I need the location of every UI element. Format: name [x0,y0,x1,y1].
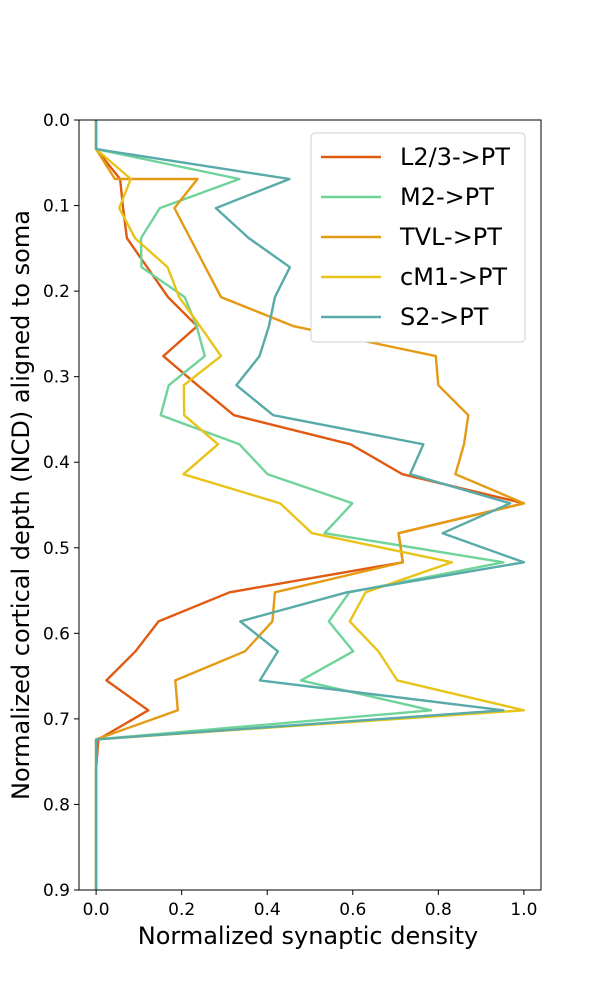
x-tick-label: 0.6 [339,900,366,920]
series-line-2 [94,120,526,890]
x-tick-label: 0.2 [168,900,195,920]
y-tick-label: 0.2 [43,282,70,302]
legend-label-1: M2->PT [400,183,494,211]
x-axis-title: Normalized synaptic density [138,922,479,950]
y-tick-label: 0.1 [43,197,70,217]
y-axis-ticks: 0.0 0.1 0.2 0.3 0.4 0.5 0.6 0.7 0.8 0.9 [43,111,79,901]
series-line-1 [94,120,505,890]
series-line-4 [94,120,526,890]
y-tick-label: 0.6 [43,624,70,644]
y-tick-label: 0.3 [43,368,70,388]
y-tick-label: 0.0 [43,111,70,131]
legend-label-2: TVL->PT [399,223,502,251]
legend-label-4: S2->PT [400,303,489,331]
y-tick-label: 0.8 [43,795,70,815]
legend-label-3: cM1->PT [400,263,507,291]
legend-box [310,132,526,343]
legend: L2/3->PT M2->PT TVL->PT cM1->PT S2->PT [310,132,526,343]
y-tick-label: 0.5 [43,539,70,559]
x-axis-ticks: 0.0 0.2 0.4 0.6 0.8 1.0 [83,890,537,920]
y-tick-label: 0.9 [43,881,70,901]
series-line-3 [94,120,526,890]
x-tick-label: 0.0 [83,900,110,920]
series-lines [94,120,526,890]
plot-frame [78,119,542,891]
y-tick-label: 0.7 [43,710,70,730]
series-line-0 [94,120,526,890]
x-tick-label: 0.8 [425,900,452,920]
x-tick-label: 1.0 [510,900,537,920]
x-tick-label: 0.4 [254,900,281,920]
y-tick-label: 0.4 [43,453,70,473]
y-axis-title: Normalized cortical depth (NCD) aligned … [7,210,35,800]
legend-label-0: L2/3->PT [400,143,510,171]
